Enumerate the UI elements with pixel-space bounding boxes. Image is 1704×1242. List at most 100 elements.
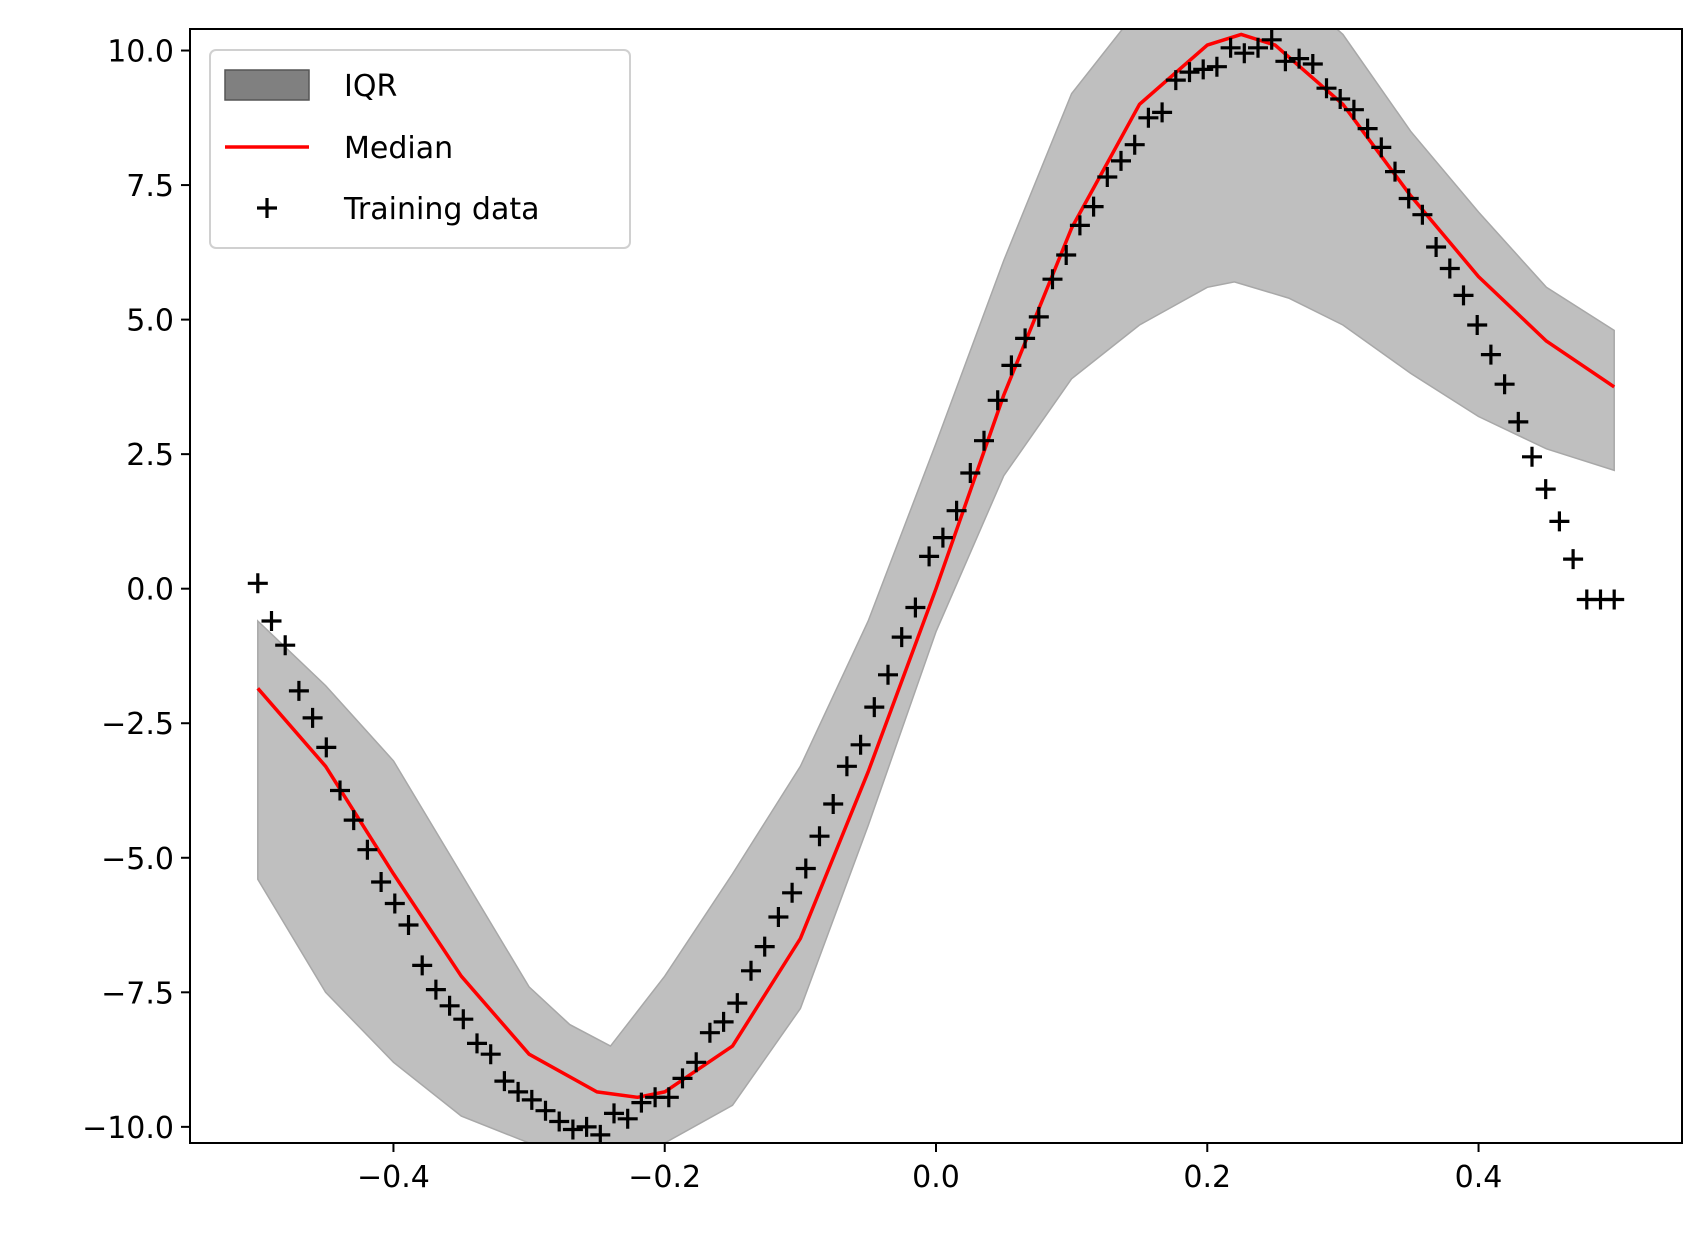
training-data-point [1508, 411, 1529, 432]
training-data-point [1069, 215, 1090, 236]
training-data-point [782, 882, 803, 903]
training-data-point [768, 907, 789, 927]
median-line [256, 32, 1616, 1100]
training-data-point [1220, 37, 1241, 58]
training-data-point [480, 1044, 501, 1065]
x-tick-label: 0.0 [912, 1160, 960, 1195]
plot-area [247, 29, 1625, 1143]
training-data-point [604, 1103, 624, 1124]
training-data-point [727, 993, 748, 1014]
training-data-point [631, 1092, 652, 1113]
training-data-point [1439, 258, 1460, 279]
legend-label: Median [344, 131, 453, 166]
training-data-point [288, 680, 309, 701]
training-data-point [1316, 78, 1337, 99]
legend-training-swatch [257, 198, 277, 218]
training-data-point [1206, 56, 1227, 77]
legend-label: Training data [343, 192, 539, 227]
axes: −0.4 −0.2 0.0 0.2 0.4 −10.0 −7.5 −5.0 −2.5 0.0 2.5… [82, 28, 1683, 1195]
training-data-point [1261, 29, 1282, 50]
training-data-point [1015, 328, 1036, 349]
training-data-point [467, 1033, 487, 1054]
training-data-point [672, 1068, 693, 1089]
training-data-point [384, 893, 405, 914]
training-data-point [686, 1052, 707, 1073]
training-data-point [658, 1087, 679, 1108]
training-data-point [1302, 54, 1323, 74]
training-data-point [316, 737, 337, 758]
training-data-point [275, 635, 296, 656]
training-data-point [1165, 70, 1186, 91]
y-tick-label: 7.5 [126, 169, 174, 204]
training-data-point [1371, 137, 1392, 158]
y-tick-label: −7.5 [101, 976, 174, 1011]
legend-box [209, 49, 631, 249]
y-tick-label: 0.0 [126, 573, 174, 608]
training-data-point [439, 995, 460, 1016]
training-data-point [1385, 161, 1405, 182]
legend-label: IQR [344, 69, 397, 104]
x-tick-label: −0.4 [357, 1160, 430, 1195]
training-data-point [1398, 188, 1419, 209]
training-data-point [946, 500, 967, 521]
training-data-point [343, 810, 364, 831]
training-data-point [261, 611, 282, 631]
training-data-point [535, 1100, 556, 1121]
training-data-point [836, 756, 857, 777]
y-tick-label: 5.0 [126, 304, 174, 339]
training-data-point [795, 858, 816, 879]
training-data-point [1563, 549, 1584, 570]
training-data-point [823, 794, 844, 814]
training-data-point [302, 707, 323, 728]
training-data-point [1522, 446, 1542, 467]
legend-iqr-swatch [224, 69, 310, 101]
training-data-point [1330, 89, 1351, 109]
training-data-point [891, 627, 912, 648]
training-data-point [960, 463, 981, 483]
training-data-point [1467, 315, 1488, 335]
training-data-point [850, 734, 871, 755]
training-data-point [1343, 99, 1364, 120]
training-data-point [1111, 150, 1131, 171]
training-data-point [590, 1124, 611, 1143]
training-data-point [1535, 479, 1556, 500]
y-tick-label: −10.0 [82, 1111, 174, 1146]
training-data-point [1028, 306, 1049, 327]
y-tick-label: −2.5 [101, 707, 174, 742]
training-data-point [576, 1116, 597, 1137]
training-data-point [1179, 62, 1200, 83]
y-tick-label: 2.5 [126, 438, 174, 473]
training-data-point [919, 546, 940, 567]
x-tick-label: 0.2 [1183, 1160, 1231, 1195]
training-data-point [1453, 285, 1474, 306]
training-data-point [549, 1111, 570, 1132]
training-data-point [987, 390, 1008, 411]
training-data-point [1412, 204, 1433, 225]
training-data-point [1097, 167, 1118, 187]
training-data-point [1604, 589, 1625, 610]
training-data-point [521, 1089, 542, 1110]
training-data-point [1357, 118, 1378, 139]
training-data-point [1124, 134, 1145, 155]
training-data-point [371, 872, 392, 892]
training-data-point [1480, 344, 1501, 365]
training-data-point [1494, 374, 1515, 395]
training-data-point [562, 1119, 583, 1140]
training-data-point [1152, 102, 1173, 123]
training-data-point [878, 664, 898, 685]
training-data-point [1248, 37, 1268, 58]
training-data-point [1193, 59, 1214, 80]
training-data-point [1234, 43, 1255, 64]
training-data-point [1426, 237, 1447, 257]
training-data-point [1138, 107, 1159, 128]
training-data-point [494, 1071, 515, 1092]
training-data-point [1289, 48, 1310, 69]
training-data-point [1083, 196, 1104, 217]
training-data-point [330, 780, 350, 801]
training-data-point [754, 936, 775, 957]
training-data-point [864, 697, 885, 718]
training-data-point [453, 1009, 474, 1030]
training-data-point [247, 573, 268, 594]
